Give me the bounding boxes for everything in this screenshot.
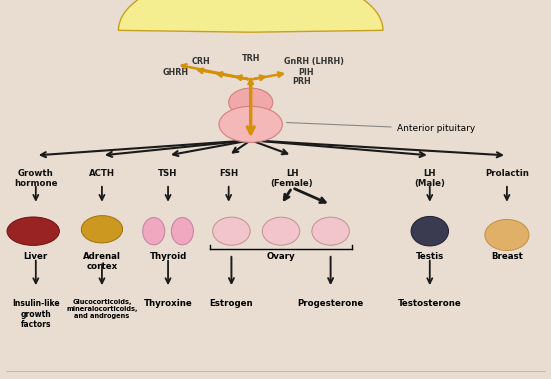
Text: Adrenal
cortex: Adrenal cortex [83,252,121,271]
Polygon shape [118,0,383,32]
Text: Insulin-like
growth
factors: Insulin-like growth factors [12,299,60,329]
Text: Anterior pituitary: Anterior pituitary [287,122,475,133]
Text: Testosterone: Testosterone [398,299,462,309]
Text: Glucocorticoids,
mineralocorticoids,
and androgens: Glucocorticoids, mineralocorticoids, and… [66,299,138,319]
Text: LH
(Female): LH (Female) [271,169,314,188]
Text: PIH: PIH [299,67,314,77]
Text: Ovary: Ovary [267,252,295,261]
Text: GHRH: GHRH [162,68,188,77]
Text: FSH: FSH [219,169,238,178]
Text: Thyroid: Thyroid [149,252,187,261]
Ellipse shape [7,217,60,246]
Text: LH
(Male): LH (Male) [414,169,445,188]
Ellipse shape [312,217,349,245]
Ellipse shape [485,219,529,251]
Text: Progesterone: Progesterone [298,299,364,309]
Ellipse shape [262,217,300,245]
Text: TRH: TRH [241,54,260,63]
Text: CRH: CRH [192,57,210,66]
Ellipse shape [82,216,122,243]
Ellipse shape [143,218,165,245]
Text: Thyroxine: Thyroxine [144,299,192,309]
Text: GnRH (LHRH): GnRH (LHRH) [284,57,344,66]
Text: Prolactin: Prolactin [485,169,529,178]
Text: ACTH: ACTH [89,169,115,178]
Ellipse shape [213,217,250,245]
Text: Breast: Breast [491,252,523,261]
Ellipse shape [171,218,193,245]
Text: Liver: Liver [24,252,48,261]
Text: PRH: PRH [293,77,311,86]
Text: TSH: TSH [158,169,178,178]
Ellipse shape [229,88,273,116]
Ellipse shape [219,106,282,142]
Text: Estrogen: Estrogen [209,299,253,309]
Text: Growth
hormone: Growth hormone [14,169,57,188]
Text: Testis: Testis [415,252,444,261]
Ellipse shape [411,216,449,246]
